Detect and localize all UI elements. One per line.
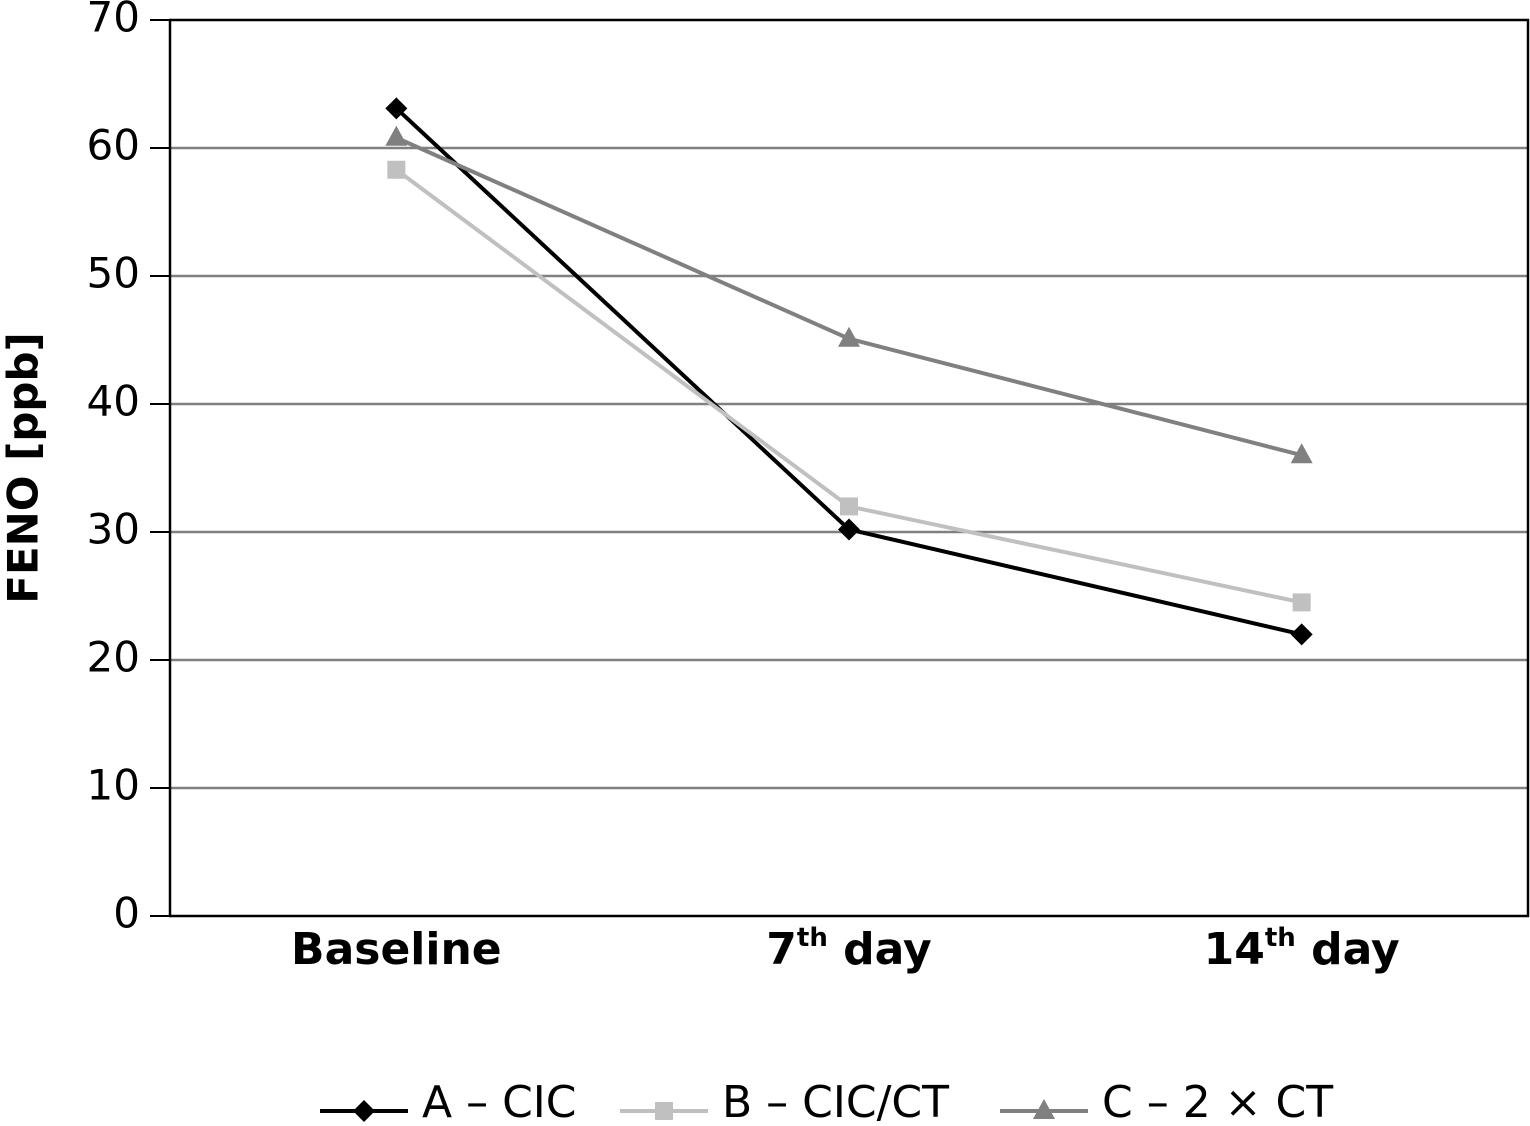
plot-frame xyxy=(168,18,1530,918)
x-tick-label: 14th day xyxy=(1204,923,1400,976)
marker xyxy=(1290,623,1313,646)
y-tick-label: 70 xyxy=(87,0,140,42)
legend-label: A – CIC xyxy=(422,1077,577,1126)
marker xyxy=(1290,443,1313,464)
marker xyxy=(387,160,406,179)
x-tick-label: 7th day xyxy=(766,923,931,976)
marker xyxy=(840,497,858,516)
marker xyxy=(353,1100,375,1122)
y-tick-label: 50 xyxy=(87,249,140,298)
y-axis-label: FENO [ppb] xyxy=(0,332,48,603)
marker xyxy=(385,125,408,146)
y-tick-label: 20 xyxy=(87,633,140,682)
marker xyxy=(385,97,408,120)
marker xyxy=(838,518,860,541)
series-line xyxy=(394,106,1303,637)
legend-label: C – 2 × CT xyxy=(1102,1077,1333,1126)
legend-label: B – CIC/CT xyxy=(722,1077,949,1126)
y-tick-label: 60 xyxy=(87,121,140,170)
marker xyxy=(655,1102,673,1120)
y-tick-label: 40 xyxy=(87,377,140,426)
y-tick-label: 0 xyxy=(113,889,140,938)
x-tick-label: Baseline xyxy=(291,924,502,975)
marker xyxy=(838,326,860,347)
series-line xyxy=(395,135,1303,458)
marker xyxy=(1033,1099,1055,1119)
y-tick-label: 30 xyxy=(87,505,140,554)
y-tick-label: 10 xyxy=(87,761,140,810)
marker xyxy=(1292,593,1311,612)
